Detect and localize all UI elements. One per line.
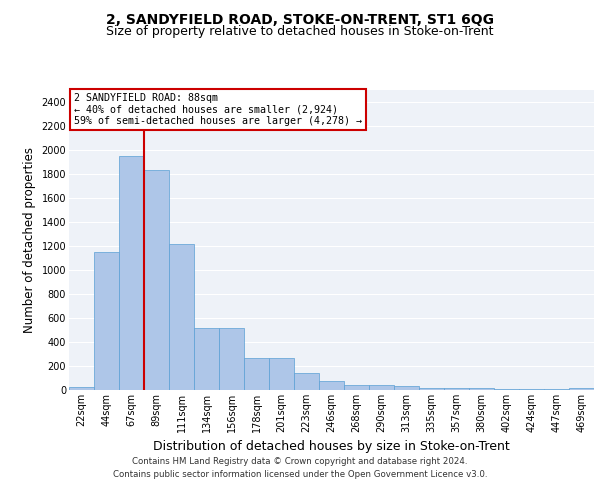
Y-axis label: Number of detached properties: Number of detached properties: [23, 147, 36, 333]
Bar: [169, 244, 194, 390]
Bar: [269, 358, 294, 390]
Bar: [194, 328, 219, 390]
Bar: [544, 389, 569, 390]
Text: Contains HM Land Registry data © Crown copyright and database right 2024.: Contains HM Land Registry data © Crown c…: [132, 458, 468, 466]
Text: 2, SANDYFIELD ROAD, STOKE-ON-TRENT, ST1 6QG: 2, SANDYFIELD ROAD, STOKE-ON-TRENT, ST1 …: [106, 12, 494, 26]
Bar: [319, 381, 344, 390]
Bar: [344, 384, 369, 390]
Bar: [419, 388, 444, 390]
Text: Contains public sector information licensed under the Open Government Licence v3: Contains public sector information licen…: [113, 470, 487, 479]
Bar: [444, 388, 469, 390]
Bar: [94, 252, 119, 390]
Bar: [294, 372, 319, 390]
Bar: [494, 389, 519, 390]
Text: 2 SANDYFIELD ROAD: 88sqm
← 40% of detached houses are smaller (2,924)
59% of sem: 2 SANDYFIELD ROAD: 88sqm ← 40% of detach…: [74, 93, 362, 126]
Bar: [244, 358, 269, 390]
Bar: [569, 388, 594, 390]
X-axis label: Distribution of detached houses by size in Stoke-on-Trent: Distribution of detached houses by size …: [153, 440, 510, 454]
Bar: [519, 389, 544, 390]
Bar: [144, 170, 169, 390]
Bar: [69, 387, 94, 390]
Bar: [219, 328, 244, 390]
Bar: [469, 388, 494, 390]
Text: Size of property relative to detached houses in Stoke-on-Trent: Size of property relative to detached ho…: [106, 25, 494, 38]
Bar: [369, 384, 394, 390]
Bar: [119, 156, 144, 390]
Bar: [394, 386, 419, 390]
